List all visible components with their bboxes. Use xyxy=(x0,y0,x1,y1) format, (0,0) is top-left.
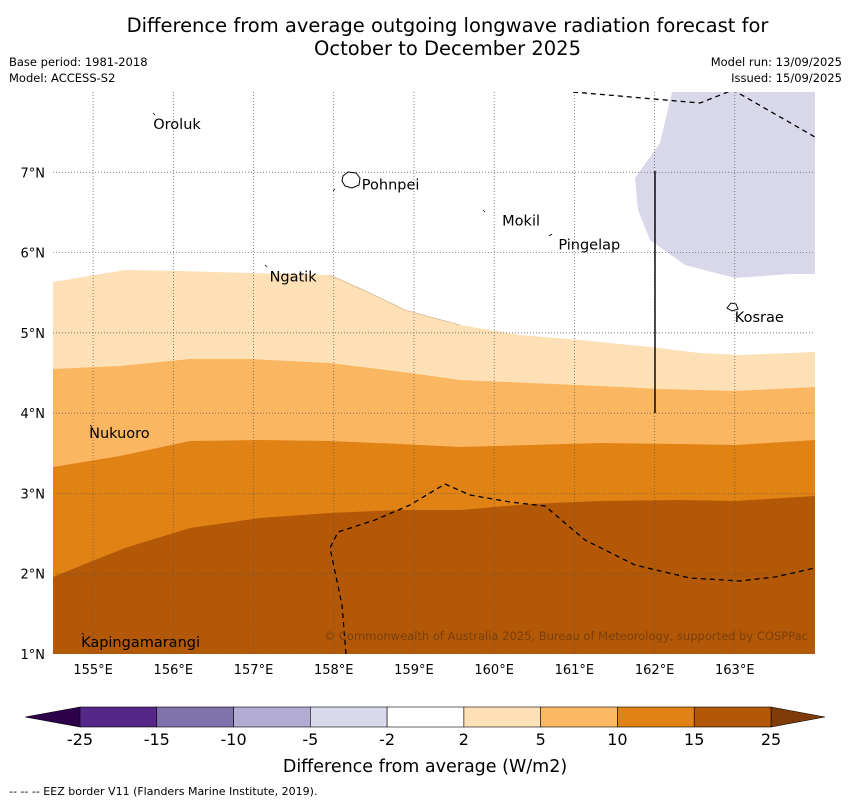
lon-tick-label: 155°E xyxy=(73,663,113,678)
model-name: Model: ACCESS-S2 xyxy=(9,71,116,85)
colorbar-swatch xyxy=(540,706,618,728)
meta-right: Model run: 13/09/2025 Issued: 15/09/2025 xyxy=(711,54,842,86)
title-line-1: Difference from average outgoing longwav… xyxy=(126,14,769,37)
lon-tick-label: 162°E xyxy=(635,663,675,678)
colorbar-swatch xyxy=(463,706,541,728)
lat-tick-label: 7°N xyxy=(21,166,46,181)
place-label: Oroluk xyxy=(153,117,201,133)
colorbar-swatch xyxy=(386,706,465,728)
model-run: Model run: 13/09/2025 xyxy=(710,55,842,69)
place-label: Kosrae xyxy=(735,310,784,326)
colorbar-tick-label: -2 xyxy=(379,730,395,749)
eez-borders xyxy=(329,92,815,654)
place-labels: Oroluk Pohnpei Mokil Pingelap Ngatik Kosrae Nu… xyxy=(81,117,784,651)
lon-tick-label: 157°E xyxy=(234,663,274,678)
lon-tick-label: 160°E xyxy=(474,663,514,678)
lon-tick-label: 161°E xyxy=(555,663,595,678)
lon-tick-label: 158°E xyxy=(314,663,354,678)
place-label: Kapingamarangi xyxy=(81,635,200,651)
colorbar-swatch xyxy=(156,706,234,728)
place-label: Mokil xyxy=(502,213,540,229)
colorbar-tick-label: -5 xyxy=(302,730,318,749)
title-line-2: October to December 2025 xyxy=(314,37,581,60)
lat-tick-label: 6°N xyxy=(21,247,46,262)
map-title: Difference from average outgoing longwav… xyxy=(0,14,850,60)
latitude-ticks: 1°N 2°N 3°N 4°N 5°N 6°N 7°N xyxy=(21,166,46,663)
colorbar-tick-label: -15 xyxy=(144,730,170,749)
colorbar-swatch xyxy=(617,706,695,728)
lon-tick-label: 156°E xyxy=(154,663,194,678)
lat-tick-label: 4°N xyxy=(21,407,46,422)
footer-note: -- -- -- EEZ border V11 (Flanders Marine… xyxy=(9,785,318,798)
place-label: Pohnpei xyxy=(362,177,420,193)
copyright-text: © Commonwealth of Australia 2025, Bureau… xyxy=(324,629,808,643)
colorbar-swatch xyxy=(693,706,772,728)
colorbar-swatch xyxy=(233,706,311,728)
lon-tick-label: 159°E xyxy=(394,663,434,678)
lon-tick-label: 163°E xyxy=(715,663,755,678)
base-period: Base period: 1981-2018 xyxy=(9,55,148,69)
colorbar-tick-label: -10 xyxy=(220,730,246,749)
lat-tick-label: 1°N xyxy=(21,648,46,663)
colorbar-tick-label: 25 xyxy=(761,730,781,749)
map-grid xyxy=(53,92,815,654)
colorbar-ticks: -25 -15 -10 -5 -2 2 5 10 15 25 xyxy=(67,730,781,749)
anomaly-region-minus5-minus2 xyxy=(635,92,815,278)
colorbar-swatch xyxy=(310,706,388,728)
colorbar-extend-low xyxy=(24,706,81,728)
colorbar-tick-label: -25 xyxy=(67,730,93,749)
colorbar-tick-label: 15 xyxy=(684,730,704,749)
colorbar-extend-high xyxy=(770,706,826,728)
colorbar-label: Difference from average (W/m2) xyxy=(283,757,567,777)
band-edge-line xyxy=(329,274,461,326)
pohnpei-island xyxy=(341,171,361,189)
lat-tick-label: 3°N xyxy=(21,487,46,502)
map-area: Oroluk Pohnpei Mokil Pingelap Ngatik Kosrae Nu… xyxy=(53,92,815,654)
colorbar-tick-label: 5 xyxy=(536,730,546,749)
place-label: Nukuoro xyxy=(89,426,150,442)
atoll-marks xyxy=(81,112,553,636)
issued-date: Issued: 15/09/2025 xyxy=(731,71,842,85)
place-label: Ngatik xyxy=(270,270,318,286)
colorbar-swatch xyxy=(79,706,158,728)
kosrae-island xyxy=(726,302,739,312)
place-label: Pingelap xyxy=(558,238,620,254)
lat-tick-label: 5°N xyxy=(21,327,46,342)
meta-left: Base period: 1981-2018 Model: ACCESS-S2 xyxy=(9,54,148,86)
lat-tick-label: 2°N xyxy=(21,568,46,583)
colorbar-tick-label: 10 xyxy=(607,730,627,749)
anomaly-band-15-25 xyxy=(53,496,815,654)
colorbar-tick-label: 2 xyxy=(459,730,469,749)
colorbar xyxy=(24,706,826,728)
longitude-ticks: 155°E 156°E 157°E 158°E 159°E 160°E 161°E 162°E… xyxy=(73,663,754,678)
